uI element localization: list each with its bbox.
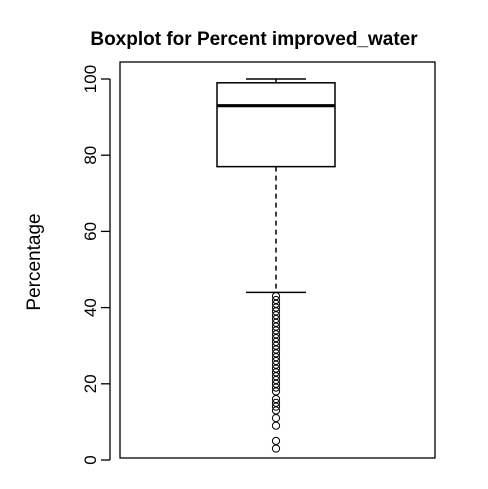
outlier-point	[271, 436, 281, 446]
outlier-point	[271, 295, 281, 305]
plot-frame	[119, 61, 436, 459]
y-tick-label: 60	[81, 222, 100, 241]
outlier-point	[271, 413, 281, 423]
outlier-point	[271, 292, 281, 301]
y-axis-label: Percentage	[24, 213, 45, 310]
chart-title: Boxplot for Percent improved_water	[90, 29, 418, 50]
outlier-points	[271, 292, 281, 453]
y-tick-label: 100	[81, 65, 100, 93]
interquartile-box	[216, 82, 336, 168]
outlier-point	[271, 421, 281, 430]
y-tick-label: 80	[81, 146, 100, 165]
y-axis-ticks: 0 20 40 60 80 100	[81, 65, 110, 465]
outlier-point	[271, 444, 281, 453]
y-tick-label: 20	[81, 374, 100, 393]
box	[216, 78, 336, 294]
y-tick-label: 40	[81, 298, 100, 317]
outlier-point	[271, 398, 281, 407]
y-tick-label: 0	[81, 455, 100, 464]
